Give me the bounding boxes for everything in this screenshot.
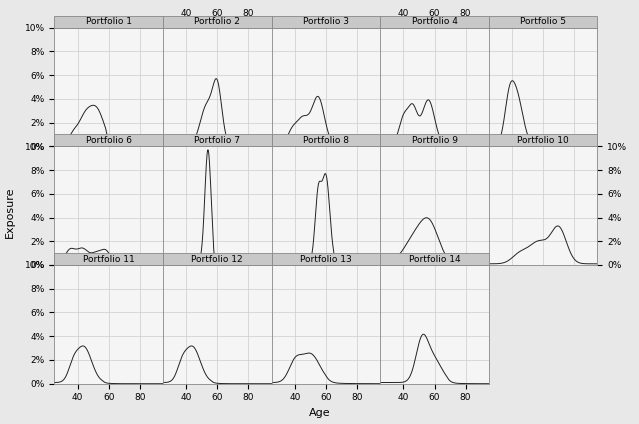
Bar xyxy=(272,134,380,146)
Bar xyxy=(163,253,272,265)
Text: Portfolio 10: Portfolio 10 xyxy=(518,136,569,145)
Text: Portfolio 1: Portfolio 1 xyxy=(86,17,132,26)
Bar xyxy=(54,16,163,28)
Bar xyxy=(380,134,489,146)
Text: Portfolio 9: Portfolio 9 xyxy=(412,136,458,145)
Text: Portfolio 5: Portfolio 5 xyxy=(520,17,566,26)
Text: Portfolio 3: Portfolio 3 xyxy=(303,17,349,26)
Bar xyxy=(54,253,163,265)
Bar xyxy=(272,16,380,28)
Bar xyxy=(163,16,272,28)
Text: Portfolio 11: Portfolio 11 xyxy=(83,254,134,264)
Text: Portfolio 8: Portfolio 8 xyxy=(303,136,349,145)
Text: Portfolio 6: Portfolio 6 xyxy=(86,136,132,145)
Text: Portfolio 13: Portfolio 13 xyxy=(300,254,351,264)
Text: Portfolio 12: Portfolio 12 xyxy=(192,254,243,264)
Text: Portfolio 2: Portfolio 2 xyxy=(194,17,240,26)
Text: Portfolio 4: Portfolio 4 xyxy=(412,17,458,26)
Bar xyxy=(380,253,489,265)
Text: Age: Age xyxy=(309,408,330,418)
Bar xyxy=(489,16,597,28)
Bar xyxy=(54,134,163,146)
Text: Portfolio 7: Portfolio 7 xyxy=(194,136,240,145)
Bar xyxy=(163,134,272,146)
Bar xyxy=(272,253,380,265)
Bar xyxy=(380,16,489,28)
Bar xyxy=(489,134,597,146)
Text: Portfolio 14: Portfolio 14 xyxy=(409,254,460,264)
Text: Exposure: Exposure xyxy=(4,186,15,238)
